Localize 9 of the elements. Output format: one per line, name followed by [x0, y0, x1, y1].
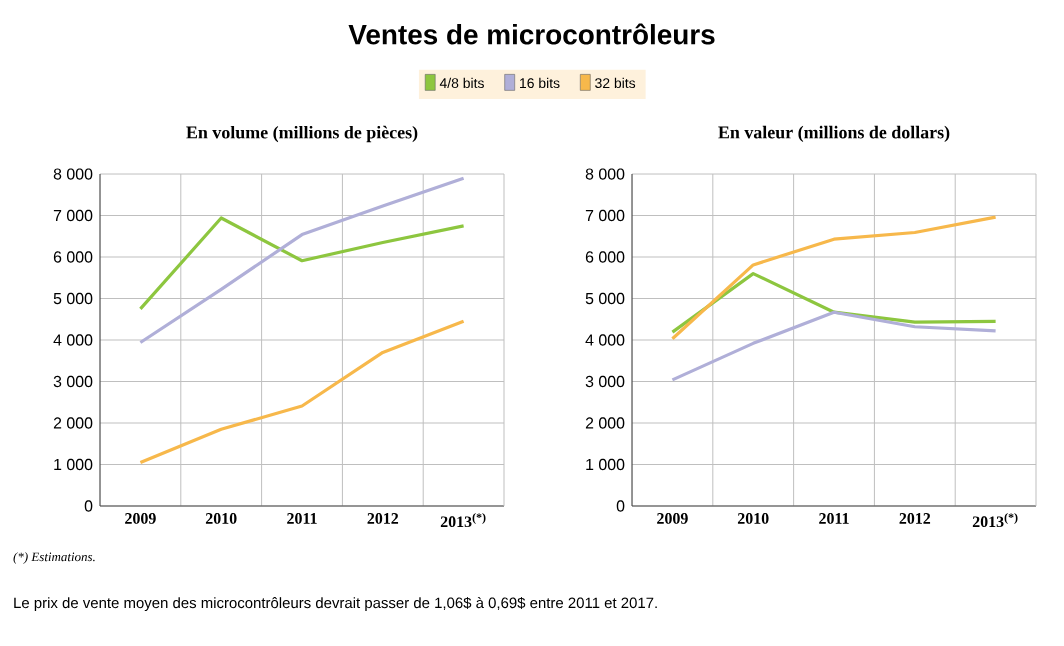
- chart-title: En valeur (millions de dollars): [718, 125, 950, 143]
- chart-subtitle: En volume (millions de pièces): [186, 125, 418, 143]
- line-series: [670, 310, 998, 382]
- line-series: [138, 176, 466, 345]
- line-series: [670, 272, 998, 334]
- chart-title: Ventes de microcontrôleurs: [348, 23, 715, 45]
- line-series: [138, 216, 466, 311]
- line-series: [138, 319, 466, 465]
- line-series: [670, 215, 998, 341]
